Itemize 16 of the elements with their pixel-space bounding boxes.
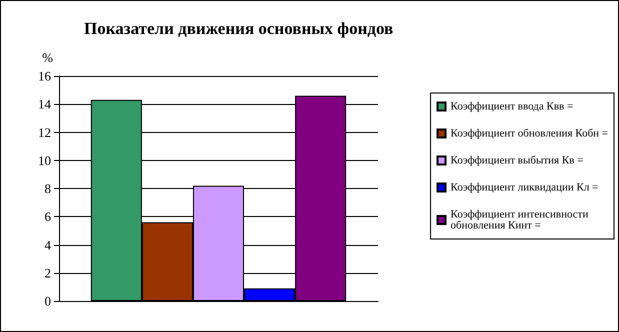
y-tick-label: 14 bbox=[38, 96, 52, 112]
legend-label: Коэффициент обновления Кобн = bbox=[450, 128, 608, 140]
y-tick-label: 12 bbox=[38, 124, 51, 140]
y-tick-label: 16 bbox=[38, 68, 52, 84]
legend-label: Коэффициент ликвидации Кл = bbox=[450, 182, 598, 194]
legend-label: Коэффициент ввода Квв = bbox=[450, 100, 574, 112]
y-axis-title: % bbox=[42, 50, 54, 65]
y-tick-label: 2 bbox=[44, 265, 51, 280]
legend-label: Коэффициент выбытия Кв = bbox=[450, 154, 584, 166]
y-tick-label: 8 bbox=[44, 181, 51, 196]
legend-label: Коэффициент интенсивности обновления Кинт = bbox=[450, 208, 588, 232]
y-tick-label: 6 bbox=[44, 209, 52, 224]
y-tick-label: 0 bbox=[44, 294, 51, 308]
y-tick-label: 10 bbox=[38, 152, 51, 168]
chart-title: Показатели движения основных фондов bbox=[84, 19, 394, 38]
y-tick-label: 4 bbox=[44, 237, 52, 252]
